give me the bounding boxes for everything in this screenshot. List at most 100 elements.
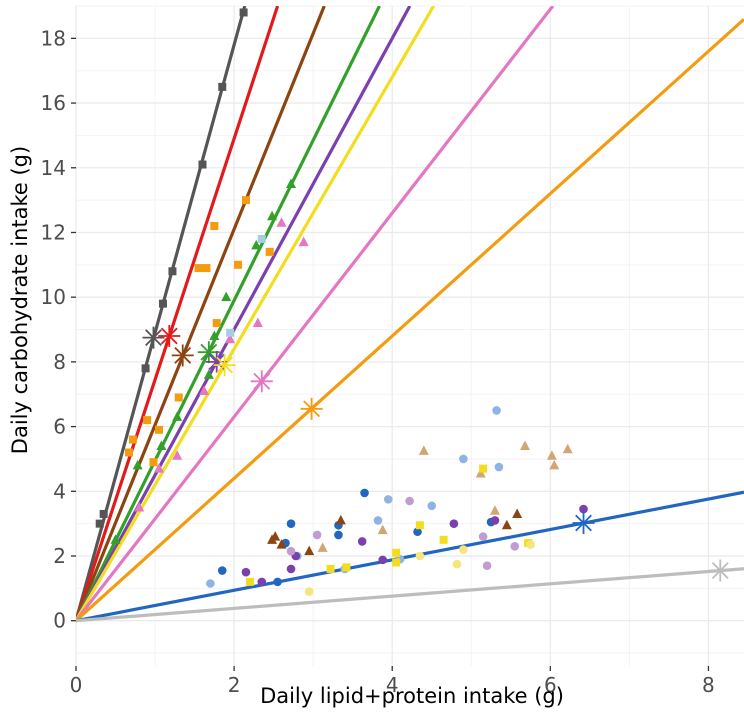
point-square: [149, 458, 158, 467]
asterisk-marker: [300, 397, 323, 420]
x-tick-label: 2: [228, 673, 241, 697]
point-triangle: [317, 542, 328, 552]
point-triangle: [221, 291, 232, 302]
asterisk-stroke: [200, 343, 218, 361]
data-points: [95, 8, 588, 596]
x-tick-label: 0: [70, 673, 83, 697]
point-square: [342, 563, 351, 572]
point-triangle: [134, 501, 145, 512]
point-square: [241, 196, 250, 205]
point-circle: [490, 516, 500, 525]
trend-line: [76, 6, 412, 622]
y-tick-label: 4: [53, 479, 66, 503]
point-square: [439, 535, 448, 544]
x-axis-title: Daily lipid+protein intake (g): [260, 684, 564, 708]
y-axis-title: Daily carbohydrate intake (g): [8, 146, 32, 454]
asterisk-marker: [572, 512, 595, 534]
point-square: [95, 519, 104, 528]
point-circle: [304, 587, 314, 596]
point-triangle: [512, 508, 523, 518]
point-triangle: [475, 468, 486, 478]
point-circle: [273, 577, 282, 587]
point-triangle: [252, 317, 263, 328]
mean-markers: [142, 325, 732, 582]
point-triangle: [489, 505, 500, 515]
point-circle: [378, 555, 388, 565]
point-square: [143, 416, 152, 425]
y-tick-label: 6: [53, 415, 66, 439]
point-triangle: [418, 445, 429, 455]
point-square: [326, 564, 335, 573]
x-tick-label: 8: [702, 673, 715, 697]
point-circle: [492, 406, 501, 415]
point-square: [234, 260, 243, 269]
point-circle: [459, 545, 468, 554]
point-triangle: [335, 514, 346, 525]
asterisk-marker: [250, 370, 273, 393]
point-circle: [241, 567, 251, 577]
asterisk-stroke: [160, 327, 178, 345]
y-tick-label: 12: [41, 220, 66, 244]
point-square: [158, 299, 167, 308]
point-square: [202, 264, 211, 273]
asterisk-stroke: [216, 356, 234, 374]
point-circle: [449, 519, 459, 528]
trend-line: [76, 490, 744, 623]
asterisk-marker: [709, 559, 732, 582]
point-square: [218, 82, 227, 91]
trend-line: [76, 6, 555, 622]
point-triangle: [251, 239, 262, 250]
y-tick-label: 18: [41, 26, 66, 50]
point-circle: [286, 546, 296, 556]
point-square: [198, 160, 207, 169]
point-square: [265, 247, 274, 256]
asterisk-marker: [213, 354, 236, 377]
point-triangle: [276, 539, 287, 549]
point-circle: [482, 561, 492, 571]
point-triangle: [172, 450, 183, 460]
point-square: [415, 521, 424, 530]
trend-line: [76, 6, 436, 622]
point-triangle: [562, 443, 573, 454]
point-triangle: [156, 440, 167, 450]
point-triangle: [132, 459, 143, 470]
point-circle: [452, 559, 462, 569]
point-triangle: [276, 217, 287, 227]
point-circle: [415, 551, 425, 561]
point-circle: [579, 504, 588, 514]
asterisk-marker: [171, 344, 194, 367]
point-circle: [405, 496, 414, 506]
trend-line: [76, 6, 280, 622]
asterisk-stroke: [145, 329, 162, 347]
point-square: [392, 548, 401, 557]
point-triangle: [304, 545, 315, 556]
point-circle: [360, 488, 369, 498]
point-circle: [383, 495, 393, 504]
point-triangle: [225, 333, 236, 344]
point-circle: [334, 530, 343, 540]
point-square: [210, 222, 219, 230]
point-triangle: [172, 411, 183, 421]
y-tick-label: 2: [53, 544, 66, 568]
asterisk-stroke: [253, 372, 271, 390]
asterisk-marker: [158, 325, 181, 347]
asterisk-stroke: [208, 353, 226, 371]
point-circle: [510, 541, 520, 551]
point-circle: [478, 532, 488, 541]
y-tick-label: 14: [41, 156, 66, 180]
point-triangle: [546, 450, 557, 460]
y-tick-label: 8: [53, 350, 66, 374]
y-tick-label: 10: [41, 285, 66, 309]
trend-line: [76, 18, 744, 622]
trend-lines: [76, 6, 744, 623]
point-triangle: [298, 236, 309, 247]
x-tick-label: 6: [544, 673, 557, 697]
point-square: [239, 8, 248, 17]
asterisk-stroke: [303, 400, 320, 418]
point-triangle: [110, 534, 121, 544]
point-square: [128, 435, 137, 444]
y-tick-label: 16: [41, 91, 66, 115]
point-triangle: [209, 330, 220, 340]
trend-line: [76, 6, 247, 622]
